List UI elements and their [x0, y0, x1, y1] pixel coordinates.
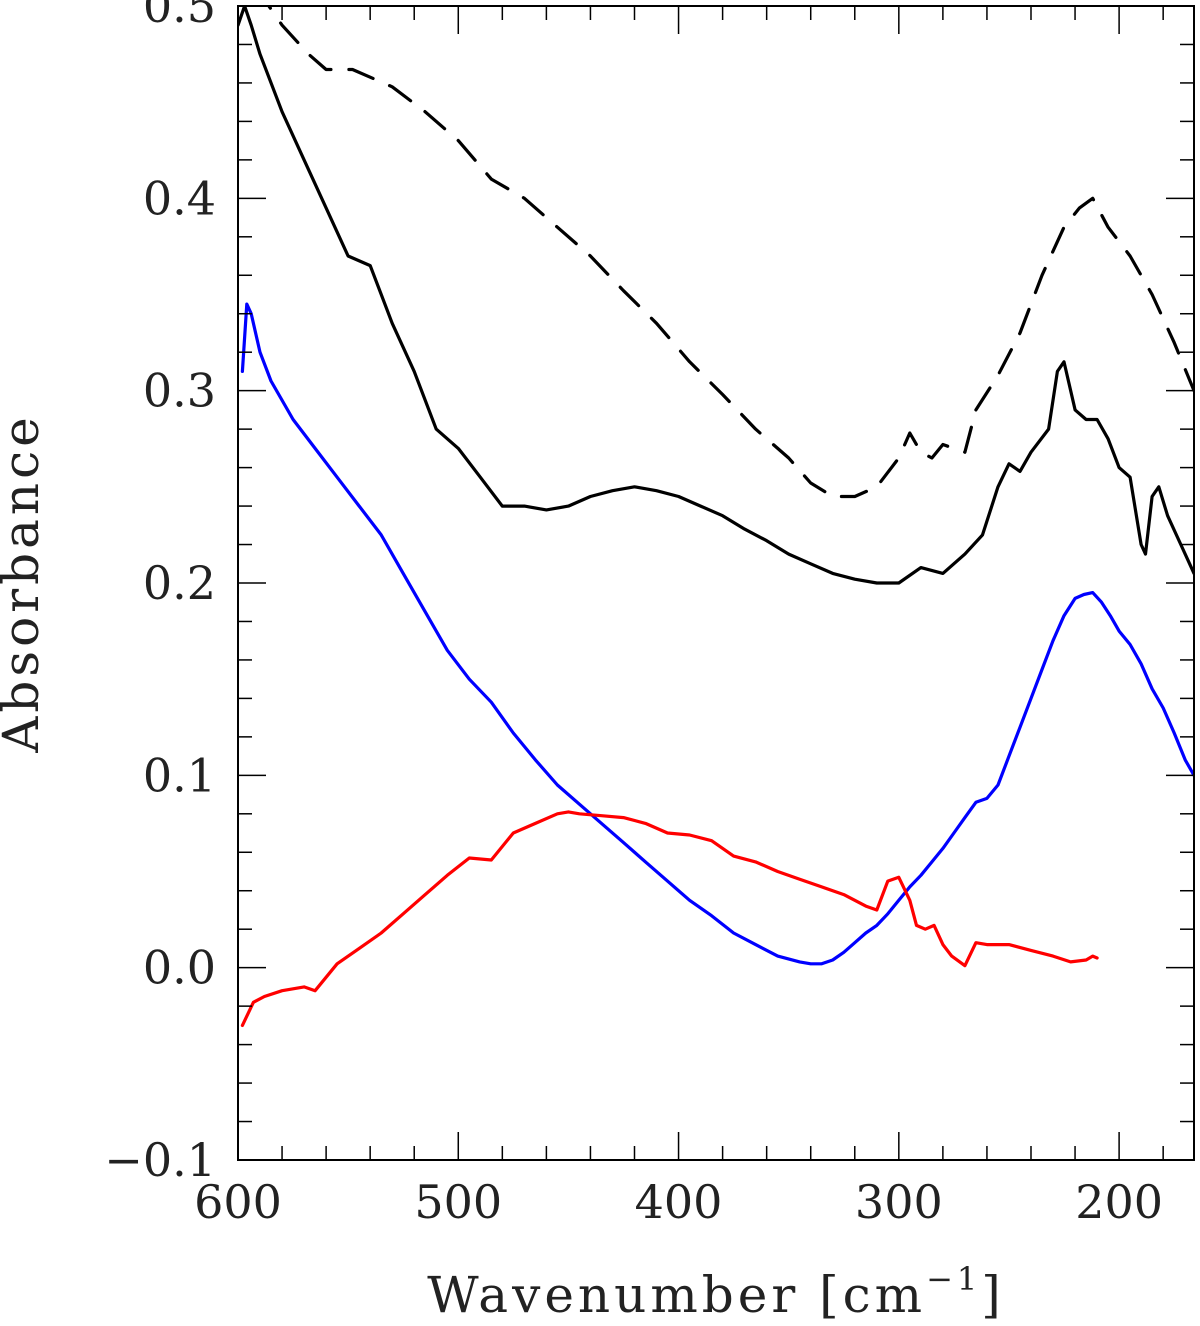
x-tick-label: 500 — [414, 1175, 502, 1229]
series-line-3 — [240, 302, 1194, 966]
x-axis-label-suffix: ] — [981, 1266, 1005, 1324]
x-axis-label: Wavenumber [cm−1] — [427, 1260, 1005, 1324]
y-axis-label: Absorbance — [0, 413, 50, 753]
x-axis-label-main: Wavenumber [cm — [427, 1266, 926, 1324]
y-tick-label: 0.1 — [143, 748, 216, 802]
x-tick-label: 600 — [194, 1175, 282, 1229]
y-tick-label: 0.2 — [143, 556, 216, 610]
plot-frame — [237, 5, 1195, 1161]
series-line-2 — [238, 6, 1194, 585]
x-axis-label-superscript: −1 — [926, 1260, 981, 1298]
series-line-4 — [240, 810, 1099, 1028]
x-tick-label: 200 — [1075, 1175, 1163, 1229]
tick-labels-layer: 600 500 400 300 200 −0.1 0.0 0.1 0.2 0.3 0.4 0.5 — [104, 0, 1163, 1229]
y-tick-label: 0.5 — [143, 0, 216, 33]
y-tick-label: −0.1 — [104, 1133, 216, 1187]
series-line-1 — [266, 6, 1194, 499]
y-tick-label: 0.4 — [143, 171, 216, 225]
series-layer — [238, 6, 1194, 1028]
x-tick-label: 300 — [855, 1175, 943, 1229]
y-tick-label: 0.3 — [143, 364, 216, 418]
y-tick-label: 0.0 — [143, 941, 216, 995]
ticks-layer — [237, 5, 1194, 1161]
x-tick-label: 400 — [635, 1175, 723, 1229]
